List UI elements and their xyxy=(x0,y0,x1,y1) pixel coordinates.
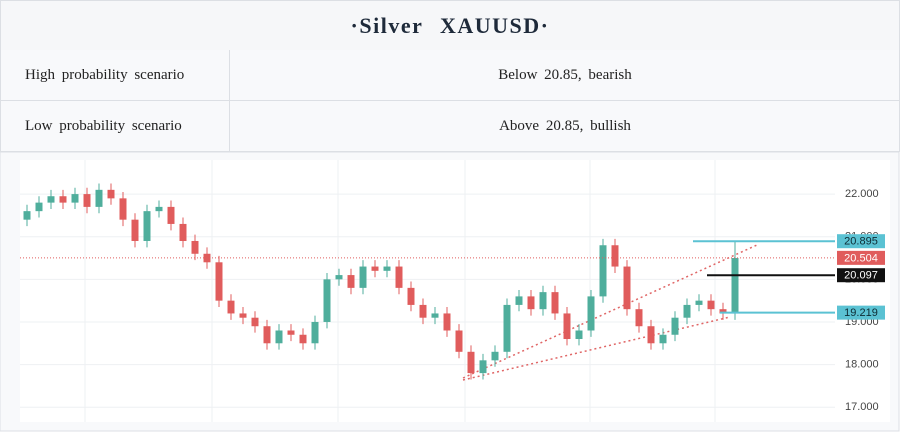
candle-body xyxy=(23,211,31,220)
candle-body xyxy=(311,321,319,344)
candle-body xyxy=(587,296,595,331)
candle-body xyxy=(635,309,643,327)
cell: Low probability scenario xyxy=(1,101,230,151)
candle-body xyxy=(539,292,547,310)
candle-body xyxy=(491,351,499,361)
candle-body xyxy=(263,326,271,344)
candle-body xyxy=(431,313,439,318)
candle-body xyxy=(527,296,535,310)
y-tick-label: 17.000 xyxy=(845,401,879,413)
candle-body xyxy=(299,334,307,344)
price-label: 20.097 xyxy=(844,270,878,282)
candle-body xyxy=(503,304,511,352)
candle-body xyxy=(35,202,43,212)
title: ·Silver XAUUSD· xyxy=(0,0,900,51)
trend-lines xyxy=(462,244,758,381)
candle-body xyxy=(47,196,55,203)
candle-body xyxy=(407,287,415,305)
cell: Above 20.85, bullish xyxy=(499,118,631,134)
candle-body xyxy=(131,219,139,241)
candle-body xyxy=(683,304,691,318)
price-label: 20.504 xyxy=(844,252,878,264)
candle-body xyxy=(551,292,559,314)
candle-body xyxy=(251,317,259,327)
candle-body xyxy=(671,317,679,335)
table-row: Low probability scenario Above 20.85, bu… xyxy=(0,101,900,152)
price-label-bg xyxy=(837,234,885,249)
candle-body xyxy=(563,313,571,340)
candle-body xyxy=(359,266,367,288)
candle-body xyxy=(83,194,91,207)
candle-body xyxy=(575,330,583,340)
candle-body xyxy=(371,266,379,271)
candle-body xyxy=(695,300,703,305)
chart: 17.00018.00019.00020.00021.00022.00020.8… xyxy=(0,152,900,432)
candle-body xyxy=(191,240,199,254)
candle-body xyxy=(455,330,463,352)
candle-body xyxy=(95,189,103,207)
candle-body xyxy=(623,266,631,310)
candle-body xyxy=(347,275,355,288)
candle-body xyxy=(731,258,739,314)
candle-body xyxy=(143,211,151,241)
candle-body xyxy=(707,300,715,310)
candle-body xyxy=(179,223,187,241)
candle-body xyxy=(323,279,331,322)
candle-body xyxy=(719,309,727,314)
table-row: High probability scenario Below 20.85, b… xyxy=(0,50,900,101)
candle-body xyxy=(335,275,343,280)
candle-body xyxy=(467,351,475,374)
candle-body xyxy=(647,326,655,344)
candle-body xyxy=(611,245,619,267)
candle-body xyxy=(287,330,295,335)
candle-body xyxy=(443,313,451,331)
candle-body xyxy=(419,304,427,318)
candle-body xyxy=(227,300,235,314)
candle-body xyxy=(239,313,247,318)
price-label-bg xyxy=(837,268,885,283)
candle-body xyxy=(659,334,667,344)
price-label: 19.219 xyxy=(844,307,878,319)
candle-body xyxy=(383,266,391,271)
price-label-bg xyxy=(837,250,885,265)
candle-body xyxy=(275,330,283,344)
candle-body xyxy=(155,206,163,212)
price-label-bg xyxy=(837,305,885,320)
price-label: 20.895 xyxy=(844,236,878,248)
candle-body xyxy=(119,198,127,220)
cell: Below 20.85, bearish xyxy=(498,67,632,83)
candle-body xyxy=(71,194,79,203)
y-tick-label: 22.000 xyxy=(845,188,879,200)
candle-body xyxy=(215,262,223,301)
candle-body xyxy=(107,189,115,199)
candle-body xyxy=(479,360,487,374)
candle-body xyxy=(59,196,67,203)
plot-area xyxy=(20,160,890,422)
candle-body xyxy=(515,296,523,305)
candle-body xyxy=(167,206,175,224)
candle-body xyxy=(395,266,403,288)
candle-body xyxy=(599,245,607,297)
y-tick-label: 18.000 xyxy=(845,358,879,370)
cell: High probability scenario xyxy=(1,50,230,100)
